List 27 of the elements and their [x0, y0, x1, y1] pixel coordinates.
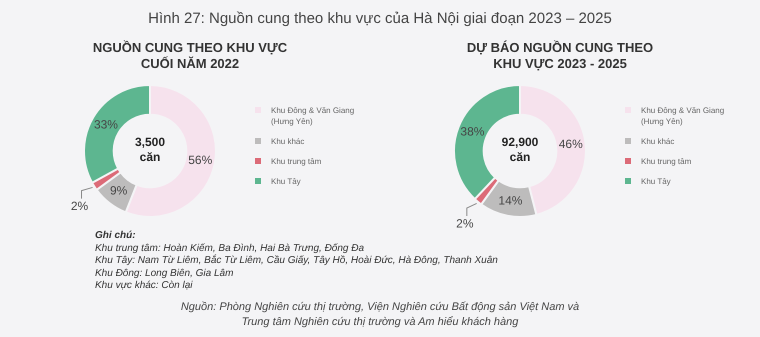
- text: Khu Đông: Long Biên, Gia Lâm: [95, 268, 234, 280]
- text: 92,900 căn: [500, 135, 540, 165]
- legend-label: Khu khác: [271, 137, 304, 146]
- legend-label: Khu trung tâm: [641, 157, 692, 166]
- chart-title: DỰ BÁO NGUỒN CUNG THEO KHU VỰC 2023 - 2025: [466, 40, 654, 72]
- data-label: 33%: [94, 117, 118, 132]
- data-label: 9%: [110, 184, 128, 198]
- data-label: 2%: [70, 198, 89, 213]
- legend-label: Khu Đông & Văn Giang (Hưng Yên): [641, 106, 724, 126]
- legend-label: Khu trung tâm: [271, 157, 322, 166]
- data-label: 2%: [456, 216, 474, 230]
- text: Khu vực khác: Còn lại: [95, 280, 194, 292]
- legend-label: Khu Tây: [271, 177, 301, 186]
- text: Ghi chú:: [95, 230, 136, 241]
- chart-title: NGUỒN CUNG THEO KHU VỰC CUỐI NĂM 2022: [92, 40, 288, 72]
- data-label: 56%: [188, 152, 213, 167]
- legend-label: Khu khác: [641, 137, 674, 146]
- data-label: 38%: [460, 124, 485, 138]
- text: Khu Tây: Nam Từ Liêm, Bắc Từ Liêm, Cầu Giấy, Tây Hồ, Hoài Đức, Hà Đông, Thanh Xuân: [95, 255, 498, 268]
- legend-label: Khu Tây: [641, 177, 671, 186]
- data-label: 14%: [498, 194, 523, 208]
- data-label: 46%: [558, 136, 584, 151]
- legend-label: Khu Đông & Văn Giang (Hưng Yên): [271, 106, 354, 126]
- text: Nguồn: Phòng Nghiên cứu thị trường, Viện Nghiên cứu Bất động sản Việt Nam và Trung tâm Nghiên cứu thị trường và Am hiểu khách hàng: [180, 300, 580, 330]
- text: Hình 27: Nguồn cung theo khu vực của Hà Nội giai đoạn 2023 – 2025: [147, 10, 613, 27]
- text: Khu trung tâm: Hoàn Kiếm, Ba Đình, Hai Bà Trưng, Đống Đa: [95, 242, 366, 254]
- text: 3,500 căn: [134, 135, 166, 165]
